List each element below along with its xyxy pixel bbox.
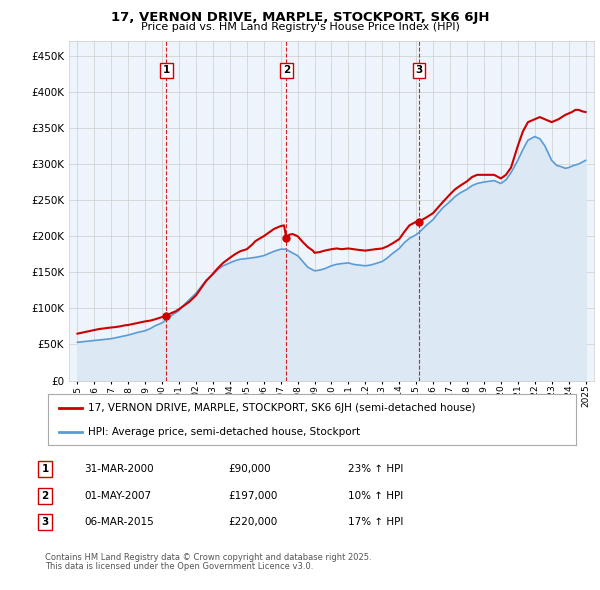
Text: Price paid vs. HM Land Registry's House Price Index (HPI): Price paid vs. HM Land Registry's House …	[140, 22, 460, 32]
Text: 1: 1	[41, 464, 49, 474]
Text: £220,000: £220,000	[228, 517, 277, 527]
Text: 01-MAY-2007: 01-MAY-2007	[84, 491, 151, 500]
Text: Contains HM Land Registry data © Crown copyright and database right 2025.: Contains HM Land Registry data © Crown c…	[45, 553, 371, 562]
Text: 2: 2	[41, 491, 49, 500]
Text: £197,000: £197,000	[228, 491, 277, 500]
Text: 17, VERNON DRIVE, MARPLE, STOCKPORT, SK6 6JH: 17, VERNON DRIVE, MARPLE, STOCKPORT, SK6…	[111, 11, 489, 24]
Text: This data is licensed under the Open Government Licence v3.0.: This data is licensed under the Open Gov…	[45, 562, 313, 571]
Text: HPI: Average price, semi-detached house, Stockport: HPI: Average price, semi-detached house,…	[88, 428, 360, 437]
Text: 17% ↑ HPI: 17% ↑ HPI	[348, 517, 403, 527]
Text: 17, VERNON DRIVE, MARPLE, STOCKPORT, SK6 6JH (semi-detached house): 17, VERNON DRIVE, MARPLE, STOCKPORT, SK6…	[88, 403, 475, 413]
Text: 1: 1	[163, 65, 170, 75]
Text: 10% ↑ HPI: 10% ↑ HPI	[348, 491, 403, 500]
Text: 31-MAR-2000: 31-MAR-2000	[84, 464, 154, 474]
Text: 3: 3	[415, 65, 422, 75]
Text: 2: 2	[283, 65, 290, 75]
Text: £90,000: £90,000	[228, 464, 271, 474]
Text: 06-MAR-2015: 06-MAR-2015	[84, 517, 154, 527]
Text: 23% ↑ HPI: 23% ↑ HPI	[348, 464, 403, 474]
Text: 3: 3	[41, 517, 49, 527]
